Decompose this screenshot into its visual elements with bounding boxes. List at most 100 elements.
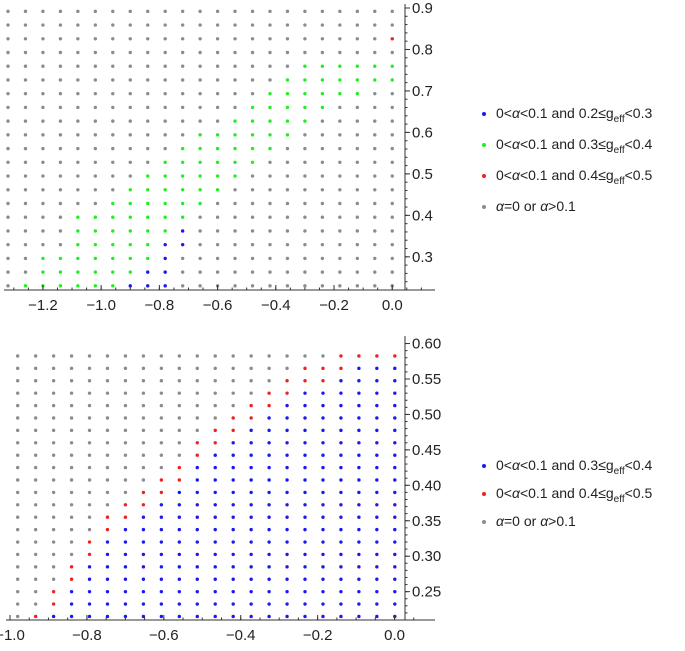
point-gray — [105, 465, 110, 470]
point-gray — [338, 50, 342, 55]
point-green — [285, 78, 290, 82]
point-red — [303, 379, 307, 383]
point-gray — [87, 354, 92, 358]
point-gray — [87, 527, 92, 532]
y-tick-label: 0.8 — [412, 41, 433, 58]
point-gray — [390, 229, 394, 233]
point-green — [268, 146, 272, 151]
point-gray — [41, 174, 45, 178]
point-green — [180, 188, 185, 192]
point-gray — [6, 133, 10, 137]
point-gray — [373, 105, 377, 110]
point-blue — [177, 527, 182, 532]
point-gray — [105, 354, 110, 358]
point-green — [250, 119, 255, 123]
point-blue — [357, 614, 361, 619]
point-gray — [355, 105, 360, 110]
point-gray — [373, 270, 377, 274]
point-blue — [321, 552, 325, 557]
point-gray — [195, 428, 199, 433]
point-blue — [321, 565, 325, 569]
point-gray — [338, 270, 342, 274]
point-blue — [375, 540, 379, 544]
point-red — [105, 515, 110, 519]
point-gray — [373, 119, 377, 123]
top-legend: 0<α<0.1 and 0.2≤geff<0.3 0<α<0.1 and 0.3≤… — [482, 105, 652, 214]
point-red — [141, 503, 146, 507]
point-gray — [180, 9, 185, 14]
point-gray — [268, 64, 272, 68]
point-gray — [177, 354, 182, 358]
point-gray — [390, 174, 394, 178]
point-gray — [51, 577, 56, 581]
point-gray — [51, 527, 56, 532]
point-gray — [355, 146, 360, 151]
point-gray — [15, 391, 20, 395]
point-gray — [6, 174, 10, 178]
point-blue — [285, 453, 289, 457]
point-gray — [390, 91, 394, 96]
point-green — [76, 256, 80, 261]
point-green — [163, 188, 167, 192]
point-gray — [128, 133, 132, 137]
point-blue — [393, 403, 397, 408]
point-blue — [393, 428, 397, 433]
point-gray — [159, 428, 164, 433]
point-green — [93, 270, 98, 274]
point-blue — [393, 379, 397, 383]
point-gray — [123, 453, 128, 457]
point-gray — [141, 391, 146, 395]
point-green — [338, 91, 342, 96]
point-gray — [6, 284, 10, 288]
point-gray — [338, 37, 342, 41]
point-gray — [41, 215, 45, 219]
point-gray — [321, 354, 325, 358]
bottom-data-points — [15, 354, 397, 619]
point-gray — [268, 23, 272, 27]
point-gray — [105, 478, 110, 482]
point-gray — [268, 160, 272, 165]
point-blue — [375, 379, 379, 383]
point-blue — [357, 577, 361, 581]
point-blue — [231, 602, 235, 606]
point-gray — [198, 91, 202, 96]
point-gray — [320, 119, 325, 123]
point-gray — [41, 37, 45, 41]
point-gray — [58, 215, 63, 219]
point-gray — [93, 91, 98, 96]
point-gray — [76, 91, 80, 96]
point-gray — [215, 229, 220, 233]
point-gray — [373, 242, 377, 247]
point-red — [339, 354, 343, 358]
point-gray — [215, 37, 220, 41]
point-blue — [249, 465, 253, 470]
point-gray — [390, 188, 394, 192]
point-gray — [231, 391, 235, 395]
legend-item-red: 0<α<0.1 and 0.4≤geff<0.5 — [482, 167, 652, 187]
point-green — [76, 229, 80, 233]
top-axes: −1.2 −1.0 −0.8 −0.6 −0.4 −0.2 0.0 0.3 0.4 0.5 0.6 0… — [4, 0, 435, 314]
point-gray — [33, 354, 38, 358]
point-gray — [285, 284, 290, 288]
point-gray — [6, 105, 10, 110]
point-gray — [303, 242, 307, 247]
point-blue — [393, 465, 397, 470]
point-gray — [58, 133, 63, 137]
point-blue — [357, 366, 361, 371]
point-blue — [267, 490, 271, 495]
point-blue — [51, 614, 56, 619]
point-gray — [93, 23, 98, 27]
point-gray — [250, 201, 255, 206]
point-blue — [357, 391, 361, 395]
point-blue — [339, 465, 343, 470]
point-blue — [285, 503, 289, 507]
point-gray — [93, 160, 98, 165]
point-gray — [198, 64, 202, 68]
point-red — [33, 614, 38, 619]
point-green — [320, 91, 325, 96]
point-gray — [123, 490, 128, 495]
point-gray — [285, 201, 290, 206]
point-gray — [215, 23, 220, 27]
point-blue — [321, 428, 325, 433]
point-gray — [23, 201, 28, 206]
